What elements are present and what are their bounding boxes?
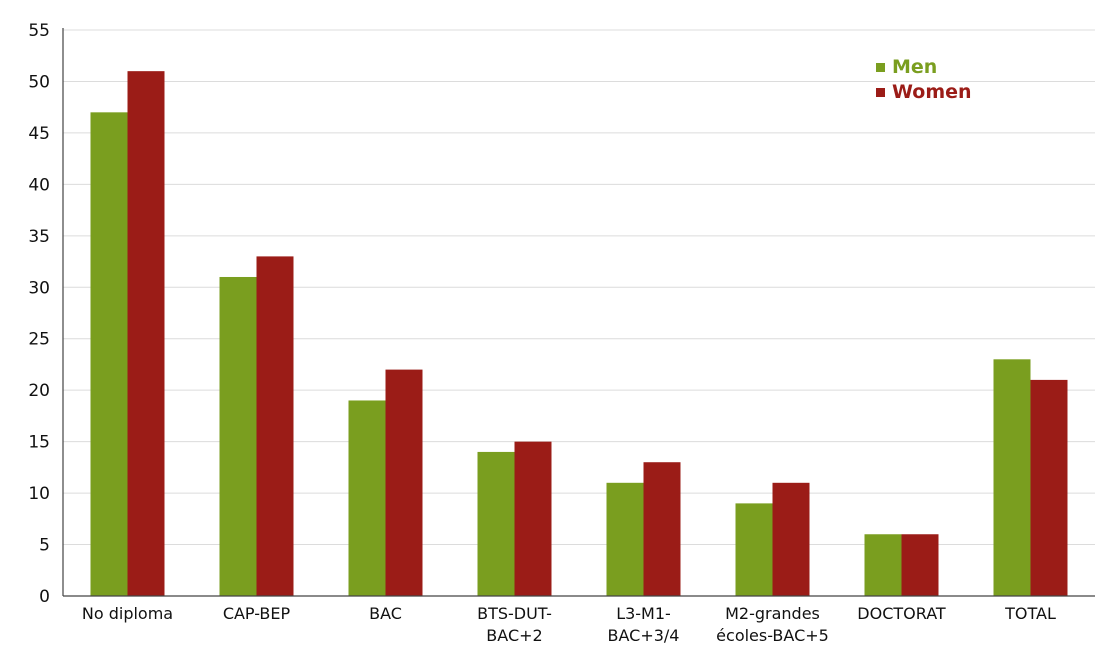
y-tick-label: 45: [28, 124, 50, 144]
bar-women-4: [643, 462, 681, 596]
x-category-label: TOTAL: [1004, 604, 1056, 623]
y-tick-label: 40: [28, 175, 50, 195]
bar-men-5: [735, 503, 773, 596]
legend-label-men: Men: [892, 56, 937, 78]
x-category-label: BAC+2: [486, 626, 542, 645]
x-category-label: M2-grandes: [725, 604, 820, 623]
bar-men-4: [606, 482, 644, 596]
bar-men-1: [219, 276, 257, 596]
x-category-label: DOCTORAT: [857, 604, 946, 623]
x-category-label: BTS-DUT-: [477, 604, 552, 623]
grid-layer: [63, 29, 1095, 546]
x-category-label: écoles-BAC+5: [716, 626, 829, 645]
bars-layer: [90, 71, 1068, 596]
bar-women-2: [385, 369, 423, 596]
bar-women-3: [514, 441, 552, 596]
y-tick-label: 30: [28, 278, 50, 298]
legend-label-women: Women: [892, 81, 972, 103]
y-tick-label: 15: [28, 433, 50, 453]
legend: Men Women: [876, 56, 972, 103]
y-tick-label: 25: [28, 330, 50, 350]
legend-swatch-women: [876, 88, 885, 97]
bar-men-0: [90, 112, 128, 596]
x-category-label: BAC+3/4: [608, 626, 680, 645]
x-category-label: BAC: [369, 604, 402, 623]
bar-women-1: [256, 256, 294, 596]
x-category-label: CAP-BEP: [223, 604, 291, 623]
y-tick-label: 20: [28, 381, 50, 401]
bar-men-7: [993, 359, 1031, 596]
y-tick-label: 55: [28, 21, 50, 41]
legend-swatch-men: [876, 63, 885, 72]
y-tick-label: 0: [39, 587, 50, 607]
y-tick-labels: 0 5 10 15 20 25 30 35 40 45 50 55: [28, 21, 50, 607]
y-tick-label: 5: [39, 536, 50, 556]
bar-women-0: [127, 71, 165, 596]
x-category-label: No diploma: [82, 604, 173, 623]
bar-men-3: [477, 451, 515, 596]
bar-women-5: [772, 482, 810, 596]
y-tick-label: 50: [28, 72, 50, 92]
x-category-label: L3-M1-: [616, 604, 671, 623]
y-tick-label: 35: [28, 227, 50, 247]
y-tick-label: 10: [28, 484, 50, 504]
bar-women-7: [1030, 379, 1068, 596]
axis-layer: [62, 28, 1095, 597]
bar-women-6: [901, 534, 939, 596]
bar-men-2: [348, 400, 386, 596]
x-category-labels: No diploma CAP-BEP BAC BTS-DUT- BAC+2 L3-M1- B…: [82, 604, 1056, 645]
bar-men-6: [864, 534, 902, 596]
